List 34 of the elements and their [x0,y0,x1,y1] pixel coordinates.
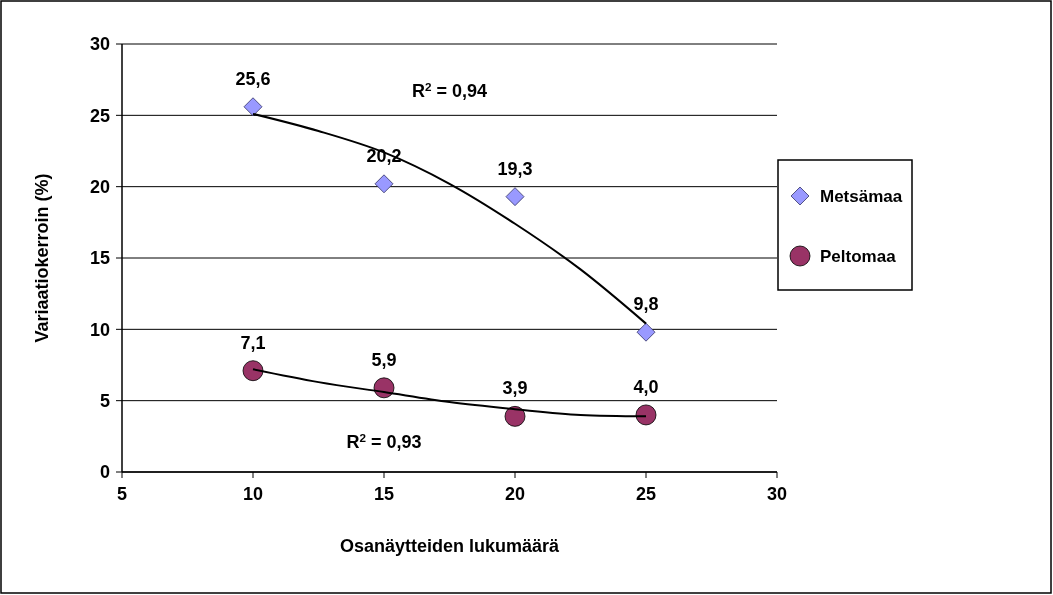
data-label: 20,2 [366,145,402,166]
data-label: 4,0 [633,376,659,397]
x-tick-label: 15 [373,484,395,504]
data-label: 7,1 [240,332,266,353]
x-tick-label: 25 [635,484,657,504]
y-axis-title: Variaatiokerroin (%) [32,173,52,343]
data-label: 5,9 [371,349,397,370]
point [636,322,656,342]
annotation: R$^{2}$ = 0,94 [411,79,488,101]
y-tick-label: 20 [89,176,110,197]
data-label: 9,8 [633,294,659,315]
x-tick-label: 10 [242,484,264,504]
y-tick-label: 30 [89,34,110,55]
x-tick-label: 20 [504,484,526,504]
x-tick-label: 30 [766,484,788,504]
y-tick-label: 10 [89,319,110,340]
point [504,405,526,427]
y-tick-label: 25 [89,105,110,126]
x-axis-title: Osanäytteiden lukumäärä [339,536,561,556]
data-label: 19,3 [497,158,533,179]
legend-label: Peltomaa [820,246,897,266]
annotation: R$^{2}$ = 0,93 [346,430,422,452]
data-label: 25,6 [235,68,271,89]
y-tick-label: 5 [99,390,110,411]
legend-label: Metsämaa [820,186,903,206]
y-tick-label: 15 [89,248,110,269]
point [505,187,525,207]
point [243,97,263,117]
point [635,404,657,426]
y-tick-label: 0 [99,462,110,483]
point [242,360,264,382]
data-label: 3,9 [502,378,528,399]
point [374,174,394,194]
x-tick-label: 5 [116,484,128,504]
